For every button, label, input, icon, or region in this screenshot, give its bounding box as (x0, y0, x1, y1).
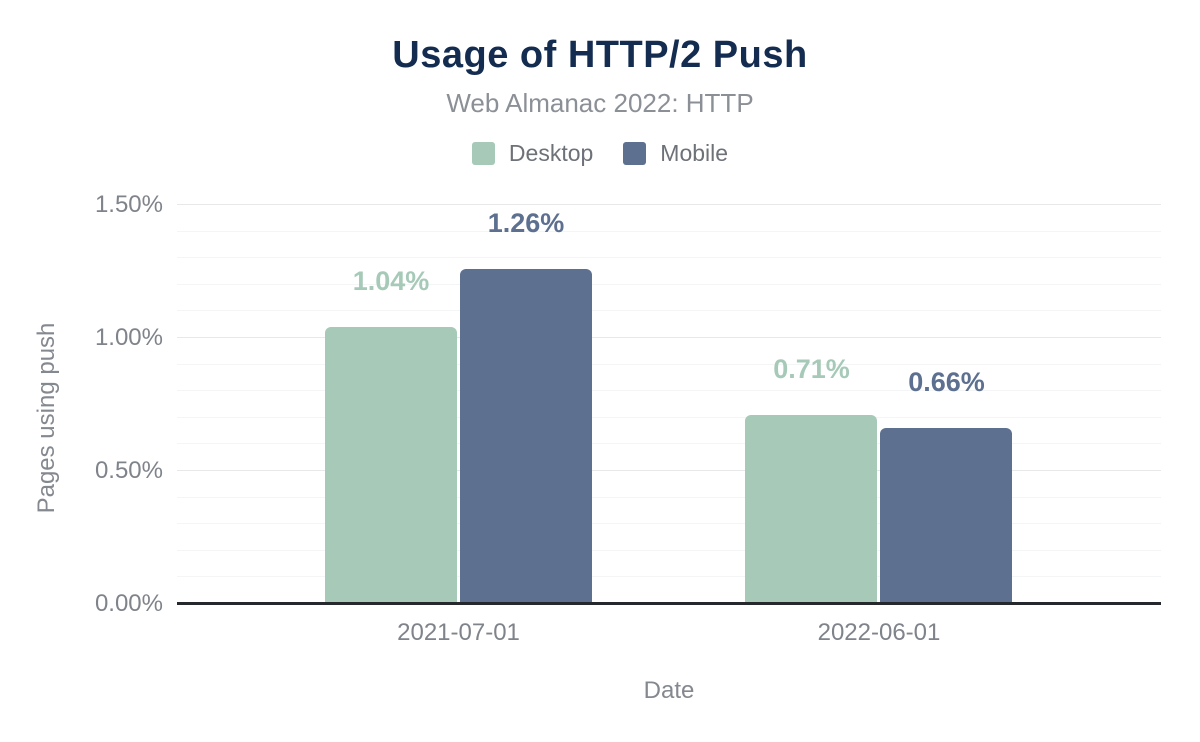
legend-item-mobile[interactable]: Mobile (623, 140, 728, 167)
legend-label-mobile: Mobile (660, 140, 729, 166)
bar-mobile-2022-06-01[interactable] (880, 428, 1013, 604)
value-label-desktop-2021-07-01: 1.04% (352, 266, 430, 297)
legend-swatch-desktop (471, 142, 495, 165)
value-label-mobile-2021-07-01: 1.26% (487, 207, 565, 238)
gridline-minor-1.1 (177, 310, 1161, 312)
x-tick-label-2022-06-01: 2022-06-01 (817, 619, 941, 646)
x-axis-line (177, 602, 1161, 605)
chart-subtitle: Web Almanac 2022: HTTP (446, 88, 754, 118)
legend: Desktop Mobile (0, 140, 1200, 167)
gridline-minor-0.8 (177, 390, 1161, 392)
gridline-major-1.5 (177, 204, 1161, 205)
gridline-minor-0.6 (177, 443, 1161, 445)
gridline-minor-0.4 (177, 496, 1161, 498)
bar-desktop-2022-06-01[interactable] (745, 415, 878, 604)
bar-desktop-2021-07-01[interactable] (325, 327, 458, 604)
x-tick-label-2021-07-01: 2021-07-01 (397, 619, 520, 646)
y-tick-label-0.00%: 0.00% (94, 590, 163, 617)
gridline-minor-0.2 (177, 549, 1161, 551)
legend-label-desktop: Desktop (508, 140, 594, 166)
y-tick-label-1.50%: 1.50% (94, 191, 163, 218)
gridline-minor-1.2 (177, 283, 1161, 285)
gridline-minor-1.3 (177, 257, 1161, 259)
value-label-desktop-2022-06-01: 0.71% (773, 354, 850, 385)
gridline-major-0.5 (177, 470, 1161, 471)
gridline-minor-0.7 (177, 416, 1161, 418)
value-label-mobile-2022-06-01: 0.66% (908, 367, 985, 398)
gridline-minor-1.4 (177, 230, 1161, 232)
bar-mobile-2021-07-01[interactable] (460, 268, 593, 604)
legend-swatch-mobile (623, 142, 647, 165)
gridline-minor-0.9 (177, 363, 1161, 365)
gridline-minor-0.3 (177, 523, 1161, 525)
y-tick-label-0.50%: 0.50% (94, 457, 163, 484)
gridline-major-1 (177, 337, 1161, 338)
y-tick-label-1.00%: 1.00% (94, 324, 163, 351)
x-axis-title: Date (643, 677, 695, 704)
chart-title: Usage of HTTP/2 Push (392, 34, 808, 76)
legend-item-desktop[interactable]: Desktop (471, 140, 594, 167)
plot-area: 0.00% 0.50% 1.00% 1.50% 1.04% 1.26% 2021-07-01… (95, 191, 1161, 646)
gridline-minor-0.1 (177, 576, 1161, 578)
